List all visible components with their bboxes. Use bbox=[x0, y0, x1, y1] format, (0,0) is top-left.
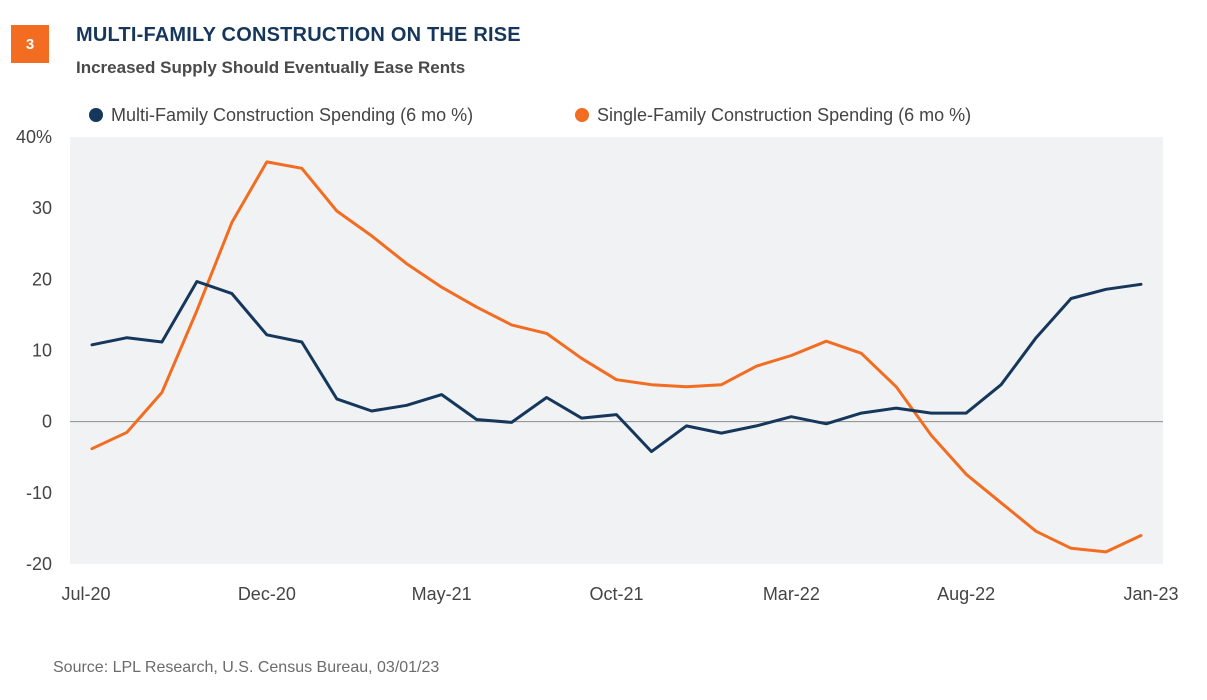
source-note: Source: LPL Research, U.S. Census Bureau… bbox=[53, 659, 440, 676]
multi-family-series-line bbox=[90, 280, 1143, 454]
y-tick-label: 30 bbox=[32, 198, 52, 218]
single-family-series-line bbox=[90, 160, 1143, 554]
x-tick-label: Aug-22 bbox=[937, 584, 995, 604]
y-tick-label: -20 bbox=[26, 554, 52, 574]
y-tick-label: 40% bbox=[16, 127, 52, 147]
chart-title: MULTI-FAMILY CONSTRUCTION ON THE RISE bbox=[76, 24, 521, 46]
x-tick-label: Oct-21 bbox=[589, 584, 643, 604]
y-tick-label: 0 bbox=[42, 412, 52, 432]
x-tick-label: Jan-23 bbox=[1123, 584, 1178, 604]
y-axis: 40% 30 20 10 0 -10 -20 bbox=[16, 127, 52, 574]
x-tick-label: Dec-20 bbox=[238, 584, 296, 604]
x-tick-label: Jul-20 bbox=[61, 584, 110, 604]
figure-number-badge: 3 bbox=[11, 25, 49, 63]
x-tick-label: Mar-22 bbox=[763, 584, 820, 604]
y-tick-label: 20 bbox=[32, 269, 52, 289]
x-tick-label: May-21 bbox=[412, 584, 472, 604]
legend-marker bbox=[575, 108, 589, 122]
series-layer bbox=[90, 160, 1143, 554]
y-tick-label: -10 bbox=[26, 483, 52, 503]
y-tick-label: 10 bbox=[32, 341, 52, 361]
plot-area bbox=[70, 137, 1163, 564]
legend-label: Multi-Family Construction Spending (6 mo… bbox=[111, 105, 473, 125]
chart-subtitle: Increased Supply Should Eventually Ease … bbox=[76, 58, 466, 77]
x-axis: Jul-20 Dec-20 May-21 Oct-21 Mar-22 Aug-22 Jan-… bbox=[61, 584, 1178, 604]
legend-label: Single-Family Construction Spending (6 m… bbox=[597, 105, 971, 125]
chart-legend: Multi-Family Construction Spending (6 mo… bbox=[89, 105, 971, 125]
legend-marker bbox=[89, 108, 103, 122]
